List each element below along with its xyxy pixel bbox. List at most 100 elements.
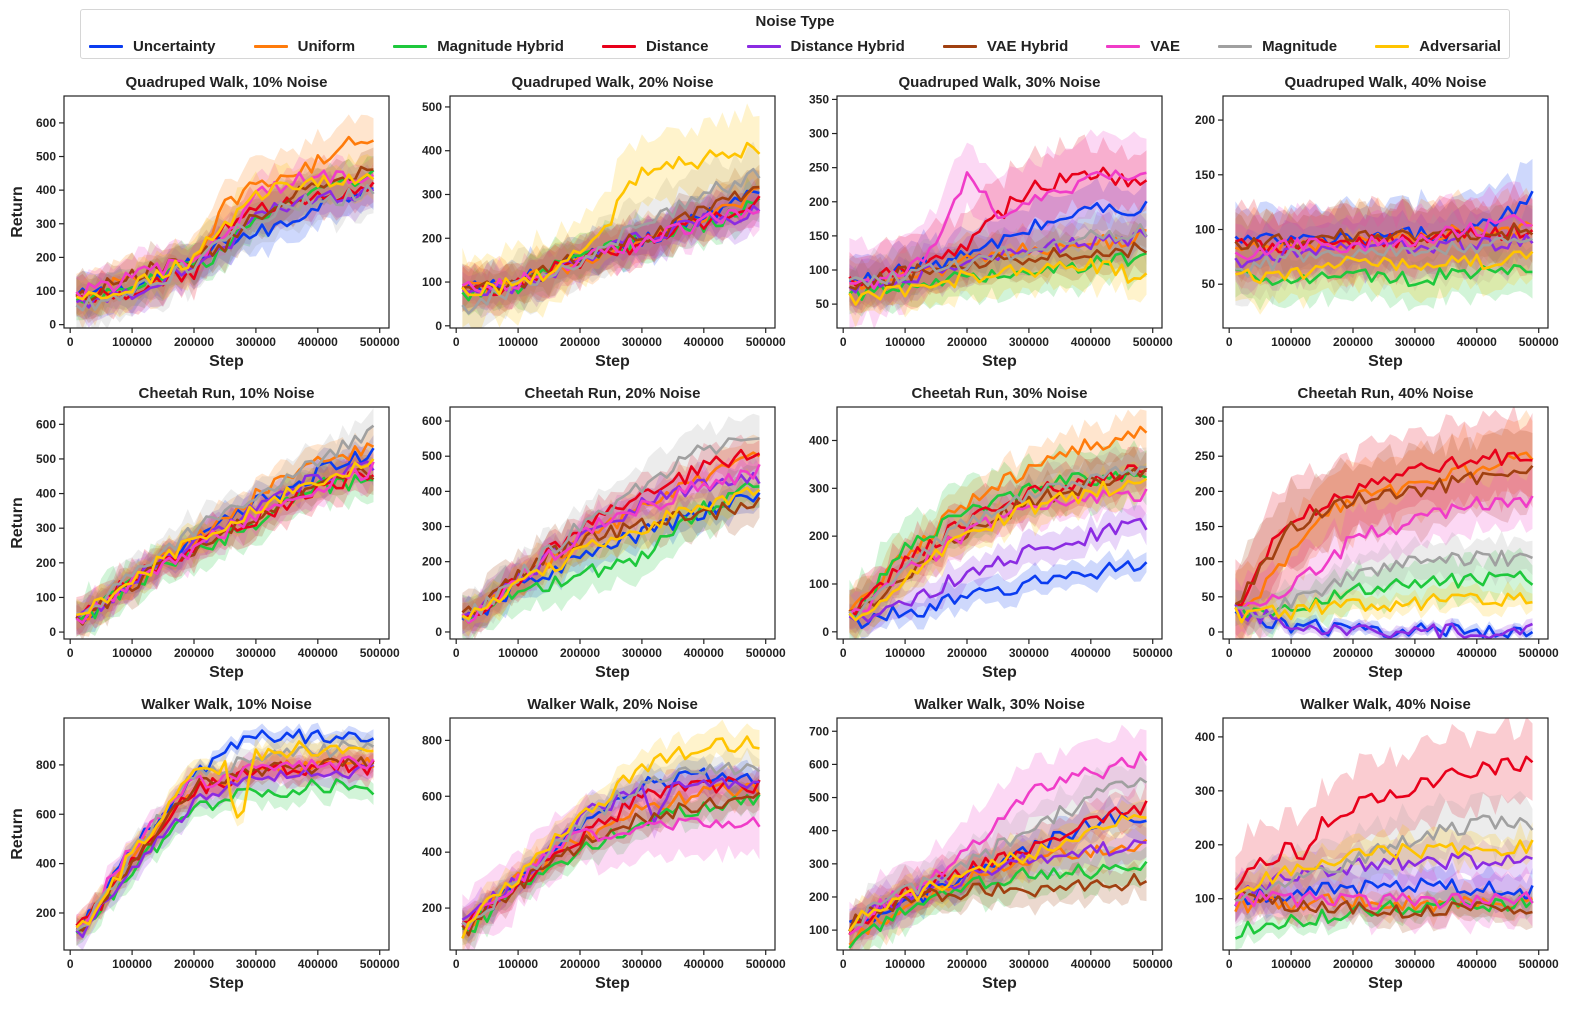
series-band-distance: [1235, 407, 1533, 639]
x-tick-label: 200000: [560, 335, 600, 349]
x-tick-label: 0: [840, 646, 847, 660]
legend-item-distance-hybrid: Distance Hybrid: [746, 37, 905, 55]
plot-frame: [836, 717, 1163, 951]
series-band-uniform: [462, 766, 760, 944]
series-line-vae: [461, 463, 761, 624]
x-tick-label: 100000: [112, 957, 152, 971]
x-tick-label: 300000: [1395, 335, 1435, 349]
series-line-magnitude: [461, 761, 761, 928]
plot-frame: [1222, 95, 1549, 329]
y-tick-label: 200: [809, 890, 829, 904]
legend-label: Uniform: [297, 37, 356, 55]
legend-swatch: [746, 44, 781, 48]
x-tick-label: 300000: [1395, 957, 1435, 971]
y-tick-label: 600: [809, 757, 829, 771]
legend-label: Distance Hybrid: [790, 37, 905, 55]
x-tick-label: 100000: [498, 646, 538, 660]
x-axis-label: Step: [209, 353, 244, 370]
legend-item-vae: VAE: [1106, 38, 1180, 55]
subplot-quadruped-walk-30-noise: Quadruped Walk, 30% Noise 0 100000 200000 30…: [809, 74, 1173, 370]
series-band-distance-hybrid: [849, 505, 1147, 635]
y-tick-label: 0: [49, 318, 56, 332]
subplot-title: Cheetah Run, 30% Noise: [912, 385, 1088, 402]
x-tick-label: 200000: [560, 646, 600, 660]
x-axis-label: Step: [595, 664, 630, 681]
series-line-vae: [1234, 890, 1534, 911]
plot-frame: [449, 717, 776, 951]
plot-frame: [63, 406, 390, 640]
series-line-magnitude: [1235, 814, 1534, 902]
series-line-magnitude-hybrid: [76, 474, 374, 621]
series-line-vae-hybrid: [848, 241, 1148, 291]
legend-item-distance: Distance: [601, 38, 708, 55]
x-tick-label: 400000: [684, 646, 724, 660]
subplot-title: Walker Walk, 40% Noise: [1300, 696, 1471, 713]
x-axis-label: Step: [982, 975, 1017, 992]
y-tick-label: 300: [809, 481, 829, 495]
subplot-title: Quadruped Walk, 20% Noise: [512, 74, 714, 91]
x-axis-label: Step: [209, 975, 244, 992]
x-tick-label: 400000: [684, 335, 724, 349]
x-tick-label: 300000: [1009, 335, 1049, 349]
x-tick-label: 500000: [746, 335, 786, 349]
x-tick-label: 300000: [622, 646, 662, 660]
series-line-distance: [1234, 755, 1534, 891]
series-band-uncertainty: [462, 756, 760, 942]
x-tick-label: 100000: [112, 646, 152, 660]
plot-frame: [1222, 406, 1549, 640]
x-tick-label: 0: [1226, 646, 1233, 660]
series-band-magnitude: [462, 141, 760, 328]
series-band-vae: [1235, 864, 1533, 936]
series-line-magnitude-hybrid: [1235, 570, 1534, 619]
y-tick-label: 200: [1195, 484, 1215, 498]
legend-swatch: [1375, 44, 1410, 48]
y-tick-label: 100: [1195, 223, 1215, 237]
subplot-title: Quadruped Walk, 30% Noise: [899, 74, 1101, 91]
subplot-title: Walker Walk, 20% Noise: [527, 696, 698, 713]
series-line-magnitude: [76, 424, 375, 617]
legend-label: Adversarial: [1419, 37, 1501, 55]
series-line-vae: [1234, 213, 1533, 261]
plot-frame: [63, 717, 390, 951]
series-band-magnitude-hybrid: [76, 768, 374, 946]
y-tick-label: 300: [809, 857, 829, 871]
series-band-magnitude-hybrid: [849, 229, 1147, 317]
series-band-vae: [462, 781, 760, 950]
series-line-adversarial: [1235, 250, 1534, 284]
legend-item-adversarial: Adversarial: [1375, 38, 1501, 55]
y-tick-label: 100: [1195, 555, 1215, 569]
x-tick-label: 500000: [1133, 646, 1173, 660]
plot-area: [848, 724, 1148, 950]
x-tick-label: 500000: [1519, 646, 1559, 660]
plot-area: [848, 129, 1148, 328]
x-tick-label: 0: [453, 957, 460, 971]
series-line-uncertainty: [849, 200, 1148, 285]
y-tick-label: 0: [1208, 625, 1215, 639]
plot-area: [461, 719, 761, 950]
x-tick-label: 200000: [174, 335, 214, 349]
series-line-adversarial: [848, 257, 1148, 306]
subplot-cheetah-run-20-noise: Cheetah Run, 20% Noise 0 100000 200000 30000…: [422, 385, 786, 681]
series-line-distance: [1235, 448, 1533, 607]
y-tick-label: 300: [422, 187, 442, 201]
series-line-vae: [1235, 495, 1534, 611]
legend-swatch: [1218, 44, 1253, 48]
x-tick-label: 400000: [1071, 957, 1111, 971]
plot-frame: [1222, 717, 1549, 951]
x-tick-label: 400000: [684, 957, 724, 971]
series-line-distance-hybrid: [75, 763, 374, 938]
series-line-magnitude-hybrid: [461, 481, 760, 622]
chart-legend: Noise Type Uncertainty Uniform Magnitude…: [80, 9, 1510, 59]
series-band-distance-hybrid: [1235, 205, 1533, 295]
series-line-distance-hybrid: [848, 839, 1147, 932]
series-band-uncertainty: [76, 722, 374, 937]
x-tick-label: 300000: [1395, 646, 1435, 660]
series-band-uniform: [849, 822, 1147, 950]
y-tick-label: 300: [1195, 784, 1215, 798]
legend-item-magnitude: Magnitude: [1218, 38, 1337, 55]
x-tick-label: 200000: [1333, 646, 1373, 660]
series-band-vae: [849, 129, 1147, 328]
series-line-vae-hybrid: [849, 467, 1148, 613]
plot-area: [461, 413, 761, 639]
x-tick-label: 400000: [298, 335, 338, 349]
